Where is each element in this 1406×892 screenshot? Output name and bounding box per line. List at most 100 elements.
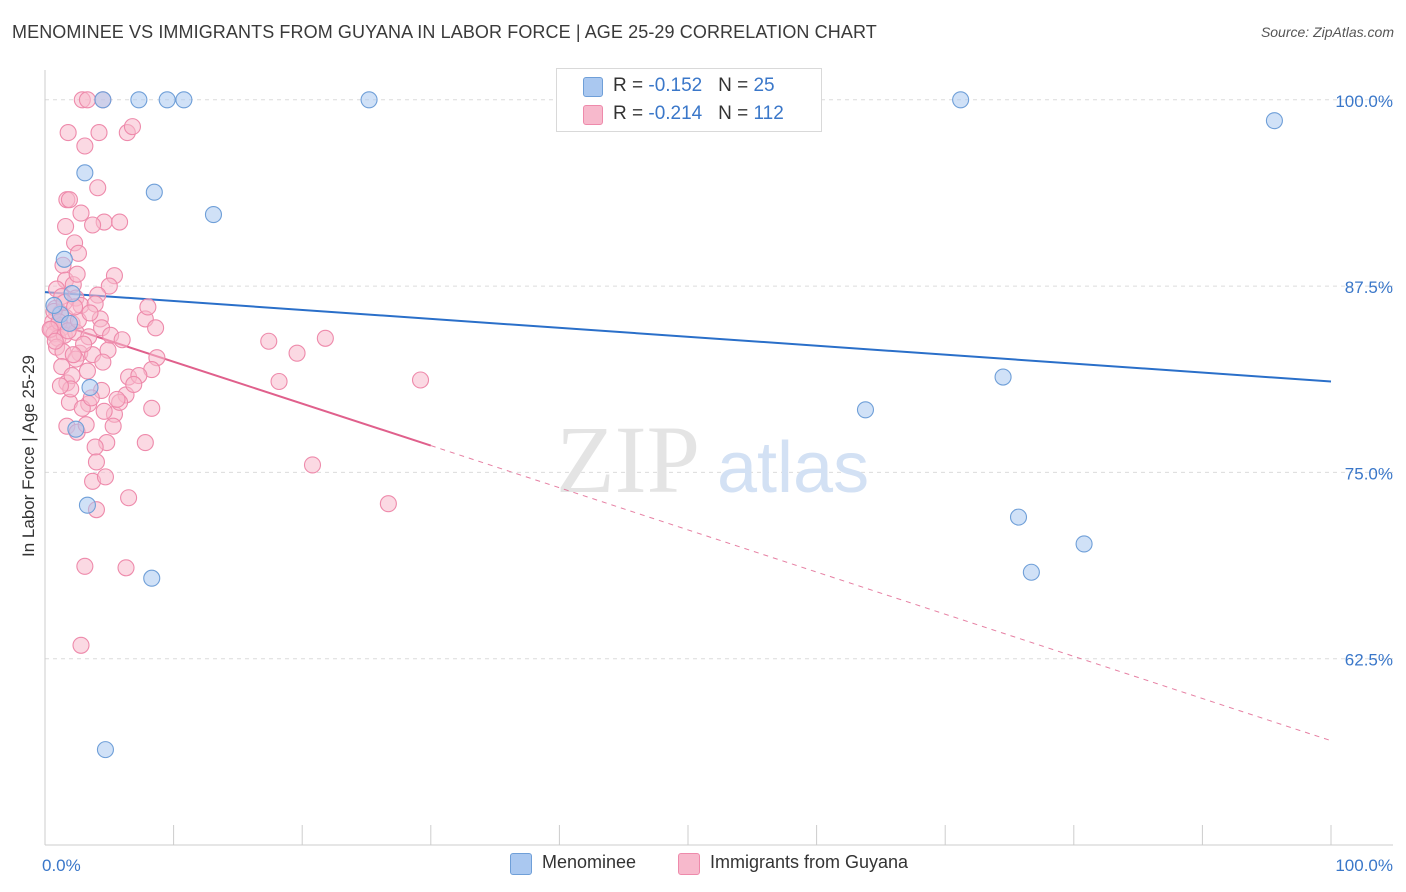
guyana-point (72, 204, 90, 222)
trend-lines (44, 291, 1332, 742)
legend-n-label: N = (718, 75, 754, 96)
bottom-legend-swatch-pink (678, 853, 700, 875)
guyana-trend-extension (430, 445, 1332, 742)
guyana-point (81, 304, 99, 322)
menominee-point (175, 91, 193, 109)
menominee-point (143, 569, 161, 587)
menominee-point (1022, 563, 1040, 581)
guyana-point (78, 362, 96, 380)
guyana-point (123, 118, 141, 136)
y-axis-label: In Labor Force | Age 25-29 (19, 355, 38, 557)
guyana-point (95, 402, 113, 420)
menominee-point (994, 368, 1012, 386)
menominee-point (130, 91, 148, 109)
menominee-point (45, 296, 63, 315)
guyana-point (46, 332, 64, 350)
menominee-point (856, 401, 875, 419)
menominee-point (145, 183, 163, 201)
guyana-point (147, 319, 165, 337)
data-points (41, 91, 1283, 759)
y-tick-label: 100.0% (1335, 92, 1393, 111)
y-tick-label: 87.5% (1345, 278, 1393, 297)
guyana-point (87, 453, 105, 471)
tick-labels: 62.5% 75.0% 87.5% 100.0% 0.0% 100.0% (42, 92, 1393, 875)
legend-n-label: N = (718, 103, 754, 124)
menominee-point (1009, 508, 1028, 526)
guyana-point (411, 371, 430, 389)
guyana-point (260, 332, 278, 350)
gridlines (45, 99, 1393, 660)
guyana-point (76, 137, 94, 155)
guyana-point (303, 456, 322, 474)
watermark-atlas: atlas (717, 428, 869, 508)
x-tick-label: 0.0% (42, 856, 81, 875)
guyana-point (100, 277, 118, 295)
bottom-legend-swatch-blue (510, 853, 532, 875)
guyana-point (64, 346, 82, 364)
axes (44, 70, 1393, 846)
guyana-point (120, 489, 138, 507)
guyana-point (136, 434, 154, 452)
guyana-point (270, 372, 288, 391)
guyana-point (96, 468, 114, 486)
guyana-point (108, 390, 126, 408)
menominee-point (55, 250, 73, 268)
guyana-point (111, 213, 129, 231)
guyana-point (69, 244, 87, 262)
guyana-point (90, 124, 108, 142)
guyana-point (94, 353, 112, 371)
menominee-point (76, 164, 94, 182)
menominee-point (60, 314, 78, 332)
bottom-legend-label: Menominee (542, 852, 637, 872)
menominee-point (1075, 535, 1093, 553)
guyana-point (316, 329, 334, 347)
menominee-point (78, 496, 96, 514)
guyana-point (72, 636, 90, 654)
watermark: ZIP atlas (556, 406, 869, 513)
y-tick-label: 75.0% (1345, 464, 1393, 483)
guyana-point (379, 495, 397, 513)
menominee-point (94, 91, 112, 109)
menominee-trend-line (44, 291, 1332, 383)
legend-r-value: -0.152 (648, 75, 703, 96)
legend-n-value: 112 (753, 103, 784, 124)
guyana-point (113, 331, 131, 349)
bottom-legend-label: Immigrants from Guyana (710, 852, 909, 872)
x-tick-label: 100.0% (1335, 856, 1393, 875)
legend-r-value: -0.214 (648, 103, 703, 124)
menominee-point (360, 91, 378, 109)
source-note: Source: ZipAtlas.com (1260, 24, 1394, 40)
guyana-point (89, 179, 107, 197)
guyana-point (139, 298, 157, 316)
guyana-point (288, 344, 306, 362)
stats-legend: R = -0.152 N = 25 R = -0.214 N = 112 (556, 68, 822, 132)
guyana-point (51, 377, 69, 395)
guyana-point (84, 216, 102, 234)
guyana-point (60, 191, 78, 209)
menominee-point (63, 285, 81, 303)
menominee-point (158, 91, 176, 109)
guyana-point (78, 91, 96, 109)
legend-swatch-pink (583, 105, 603, 125)
menominee-point (81, 378, 99, 397)
guyana-point (76, 557, 94, 575)
menominee-point (67, 420, 85, 438)
guyana-point (117, 559, 135, 577)
watermark-zip: ZIP (556, 406, 700, 513)
guyana-point (143, 399, 161, 417)
y-tick-label: 62.5% (1345, 651, 1393, 670)
guyana-point (75, 335, 93, 353)
menominee-point (952, 91, 970, 109)
guyana-point (57, 217, 75, 236)
guyana-point (86, 438, 104, 456)
guyana-point (104, 417, 122, 435)
legend-swatch-blue (583, 77, 603, 97)
legend-n-value: 25 (753, 75, 775, 96)
legend-r-label: R = (613, 75, 649, 96)
menominee-point (96, 741, 114, 759)
menominee-point (204, 206, 223, 224)
legend-r-label: R = (613, 103, 649, 124)
guyana-point (59, 124, 77, 142)
chart-title: MENOMINEE VS IMMIGRANTS FROM GUYANA IN L… (12, 22, 877, 42)
